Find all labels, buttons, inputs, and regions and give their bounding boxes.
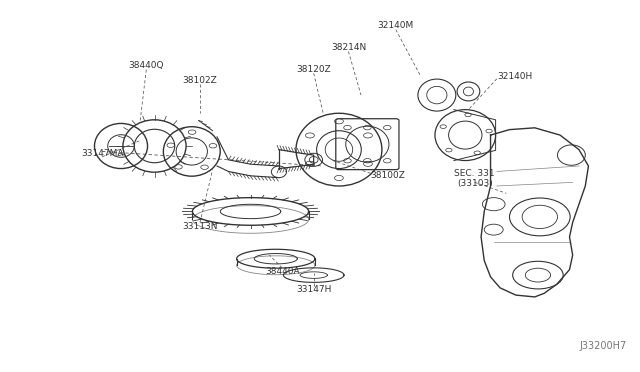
Text: 32140H: 32140H	[497, 73, 532, 81]
Text: 32140M: 32140M	[378, 22, 414, 31]
Text: 38102Z: 38102Z	[182, 76, 218, 85]
Text: 38120Z: 38120Z	[296, 65, 331, 74]
Text: J33200H7: J33200H7	[579, 341, 627, 352]
Text: 38440Q: 38440Q	[129, 61, 164, 70]
Text: 33147H: 33147H	[296, 285, 332, 294]
Text: 38440A: 38440A	[265, 267, 300, 276]
Text: 33113N: 33113N	[182, 221, 218, 231]
Text: SEC. 331
(33103): SEC. 331 (33103)	[454, 169, 495, 189]
Text: 38214N: 38214N	[331, 43, 366, 52]
Text: 33147MA: 33147MA	[81, 149, 124, 158]
Text: 38100Z: 38100Z	[371, 171, 405, 180]
